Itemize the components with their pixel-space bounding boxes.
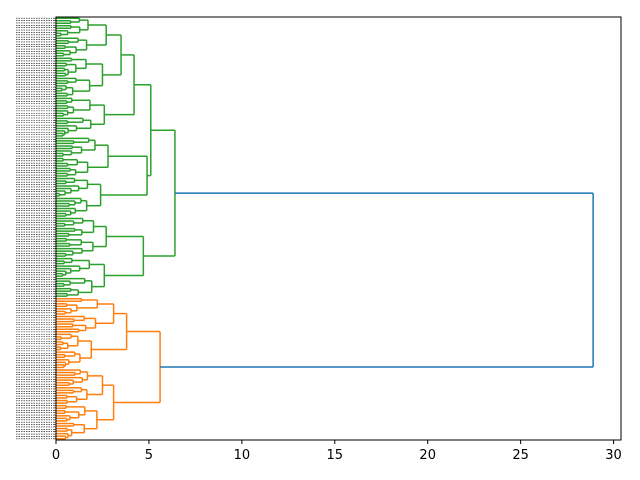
dendrogram-links	[56, 17, 594, 440]
x-tick-label-5: 25	[512, 448, 529, 463]
x-tick-4: 20	[419, 440, 436, 463]
x-tick-2: 10	[234, 440, 251, 463]
leaf-label-column	[16, 17, 56, 440]
x-tick-label-2: 10	[234, 448, 251, 463]
x-axis: 0 5 10 15 20 25 30	[52, 440, 622, 463]
plot-frame	[55, 16, 622, 441]
x-tick-0: 0	[52, 440, 60, 463]
x-tick-5: 25	[512, 440, 529, 463]
x-tick-label-4: 20	[419, 448, 436, 463]
x-tick-3: 15	[327, 440, 344, 463]
x-tick-1: 5	[145, 440, 153, 463]
x-tick-6: 30	[605, 440, 622, 463]
x-tick-label-0: 0	[52, 448, 60, 463]
x-tick-label-1: 5	[145, 448, 153, 463]
x-tick-label-3: 15	[327, 448, 344, 463]
x-tick-label-6: 30	[605, 448, 622, 463]
